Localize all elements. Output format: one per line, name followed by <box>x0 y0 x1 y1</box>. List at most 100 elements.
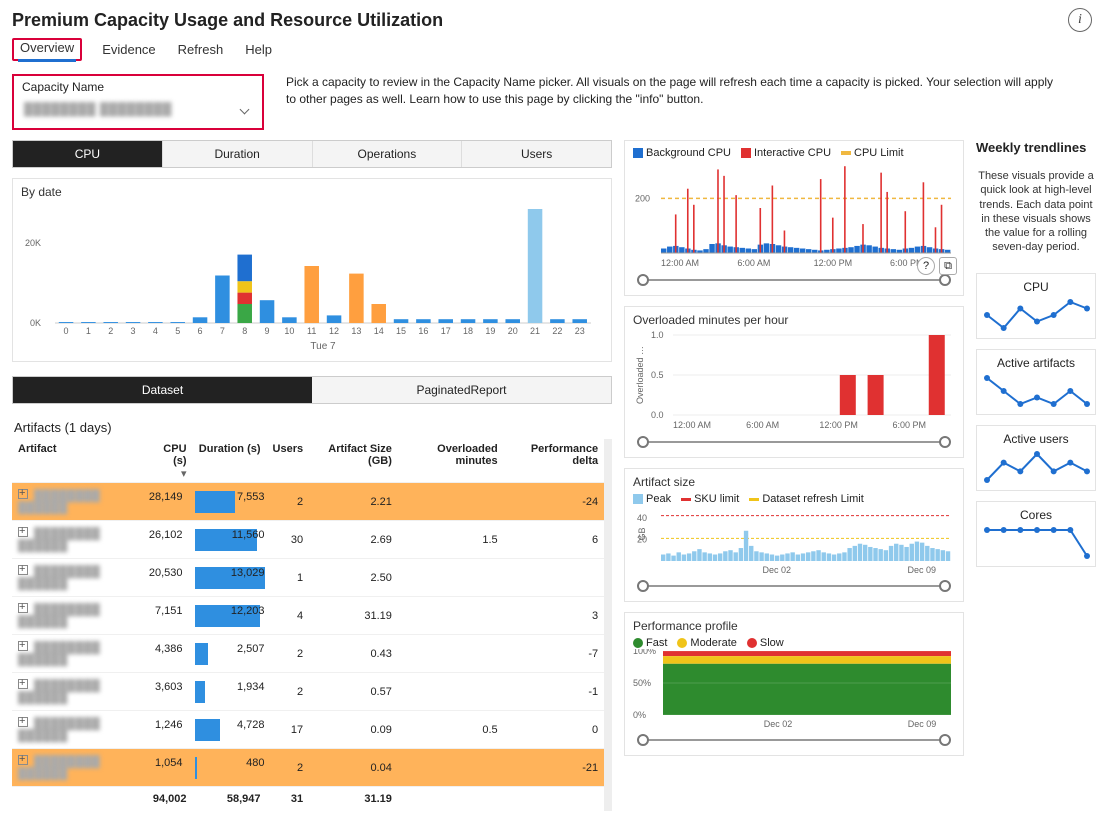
trends-title: Weekly trendlines <box>976 140 1096 155</box>
table-row[interactable]: ████████ ██████7,15112,203431.193 <box>12 597 604 635</box>
artifacts-col[interactable]: Artifact Size (GB) <box>309 439 398 483</box>
metric-tab-duration[interactable]: Duration <box>163 141 313 167</box>
artifacts-col[interactable]: CPU (s)▾ <box>141 439 192 483</box>
svg-text:6: 6 <box>198 326 203 336</box>
overload-title: Overloaded minutes per hour <box>633 313 955 327</box>
table-row[interactable]: ████████ ██████26,10211,560302.691.56 <box>12 521 604 559</box>
ds-tab-paginated[interactable]: PaginatedReport <box>312 377 611 403</box>
artifacts-col[interactable]: Users <box>267 439 310 483</box>
capacity-picker-select[interactable]: ████████ ████████ <box>22 98 254 120</box>
svg-text:Tue 7: Tue 7 <box>310 341 336 352</box>
svg-text:14: 14 <box>374 326 384 336</box>
page-title: Premium Capacity Usage and Resource Util… <box>12 10 443 31</box>
info-icon[interactable]: i <box>1068 8 1092 32</box>
overload-slider[interactable] <box>633 435 955 449</box>
expand-icon[interactable] <box>18 565 28 575</box>
svg-text:12:00 AM: 12:00 AM <box>661 258 699 268</box>
spark-cpu[interactable]: CPU <box>976 273 1096 339</box>
svg-text:12:00 PM: 12:00 PM <box>814 258 853 268</box>
tab-refresh[interactable]: Refresh <box>176 38 226 61</box>
svg-text:5: 5 <box>175 326 180 336</box>
by-date-title: By date <box>21 185 603 199</box>
svg-text:Dec 09: Dec 09 <box>908 719 937 729</box>
metric-tab-operations[interactable]: Operations <box>313 141 463 167</box>
svg-text:100%: 100% <box>633 649 656 656</box>
artifacts-table: ArtifactCPU (s)▾Duration (s)UsersArtifac… <box>12 439 604 811</box>
svg-text:21: 21 <box>530 326 540 336</box>
svg-text:6:00 AM: 6:00 AM <box>746 420 779 430</box>
table-row[interactable]: ████████ ██████1,05448020.04-21 <box>12 749 604 787</box>
nav-tabs: Overview Evidence Refresh Help <box>12 38 1092 62</box>
table-row[interactable]: ████████ ██████4,3862,50720.43-7 <box>12 635 604 673</box>
svg-text:Dec 02: Dec 02 <box>763 565 792 575</box>
metric-tab-cpu[interactable]: CPU <box>13 141 163 167</box>
svg-text:13: 13 <box>351 326 361 336</box>
svg-text:Dec 02: Dec 02 <box>764 719 793 729</box>
svg-text:20: 20 <box>508 326 518 336</box>
perf-legend: Fast Moderate Slow <box>633 637 955 649</box>
artifact-size-card: Artifact size Peak SKU limit Dataset ref… <box>624 468 964 602</box>
svg-text:0.0: 0.0 <box>651 410 664 420</box>
svg-text:0K: 0K <box>30 318 41 328</box>
artifact-size-title: Artifact size <box>633 475 955 489</box>
spark-users[interactable]: Active users <box>976 425 1096 491</box>
svg-text:22: 22 <box>552 326 562 336</box>
svg-text:12:00 AM: 12:00 AM <box>673 420 711 430</box>
expand-icon[interactable] <box>18 679 28 689</box>
perf-slider[interactable] <box>633 733 955 747</box>
svg-text:GB: GB <box>637 527 647 540</box>
svg-text:Overloaded …: Overloaded … <box>635 346 645 404</box>
perf-title: Performance profile <box>633 619 955 633</box>
artifacts-scrollbar[interactable] <box>604 439 612 811</box>
trends-desc: These visuals provide a quick look at hi… <box>976 169 1096 255</box>
picker-description: Pick a capacity to review in the Capacit… <box>286 74 1066 108</box>
cpu-time-slider[interactable]: ? ⧉ <box>633 273 955 287</box>
capacity-picker: Capacity Name ████████ ████████ <box>12 74 264 130</box>
svg-text:10: 10 <box>284 326 294 336</box>
help-icon[interactable]: ? <box>917 257 935 275</box>
spark-cores[interactable]: Cores <box>976 501 1096 567</box>
table-row[interactable]: ████████ ██████1,2464,728170.090.50 <box>12 711 604 749</box>
svg-text:0.5: 0.5 <box>651 370 664 380</box>
spark-artifacts[interactable]: Active artifacts <box>976 349 1096 415</box>
cpu-chart: 20012:00 AM6:00 AM12:00 PM6:00 PM <box>633 159 957 269</box>
table-row[interactable]: ████████ ██████28,1497,55322.21-24 <box>12 483 604 521</box>
svg-text:40: 40 <box>637 513 647 523</box>
tab-help[interactable]: Help <box>243 38 274 61</box>
perf-chart: 0%50%100%Dec 02Dec 09 <box>633 649 957 729</box>
dataset-tabs: Dataset PaginatedReport <box>12 376 612 404</box>
capacity-picker-label: Capacity Name <box>22 80 254 94</box>
expand-icon[interactable] <box>18 641 28 651</box>
artifacts-col[interactable]: Artifact <box>12 439 141 483</box>
artifacts-col[interactable]: Duration (s) <box>193 439 267 483</box>
svg-text:11: 11 <box>307 326 316 336</box>
svg-text:Dec 09: Dec 09 <box>908 565 937 575</box>
tab-overview[interactable]: Overview <box>18 36 76 62</box>
artifacts-col[interactable]: Overloaded minutes <box>398 439 504 483</box>
expand-icon[interactable] <box>18 717 28 727</box>
svg-text:12: 12 <box>329 326 339 336</box>
artifact-size-chart: 2040GBDec 02Dec 09 <box>633 505 957 575</box>
table-row[interactable]: ████████ ██████3,6031,93420.57-1 <box>12 673 604 711</box>
svg-text:0%: 0% <box>633 710 646 720</box>
svg-text:4: 4 <box>153 326 158 336</box>
artifacts-col[interactable]: Performance delta <box>504 439 604 483</box>
artifacts-title: Artifacts (1 days) <box>14 420 612 435</box>
artifact-size-slider[interactable] <box>633 579 955 593</box>
overload-card: Overloaded minutes per hour 0.0 0.5 1.0 Ove… <box>624 306 964 458</box>
capacity-picker-value: ████████ ████████ <box>24 102 172 116</box>
svg-text:16: 16 <box>418 326 428 336</box>
expand-icon[interactable] <box>18 527 28 537</box>
svg-text:1.0: 1.0 <box>651 331 664 340</box>
expand-icon[interactable] <box>18 489 28 499</box>
perf-card: Performance profile Fast Moderate Slow 0… <box>624 612 964 756</box>
expand-icon[interactable] <box>18 755 28 765</box>
by-date-card: By date 20K0K012345678910111213141516171… <box>12 178 612 362</box>
ds-tab-dataset[interactable]: Dataset <box>13 377 312 403</box>
copy-icon[interactable]: ⧉ <box>939 257 957 275</box>
tab-evidence[interactable]: Evidence <box>100 38 157 61</box>
svg-text:17: 17 <box>441 326 451 336</box>
table-row[interactable]: ████████ ██████20,53013,02912.50 <box>12 559 604 597</box>
expand-icon[interactable] <box>18 603 28 613</box>
metric-tab-users[interactable]: Users <box>462 141 611 167</box>
